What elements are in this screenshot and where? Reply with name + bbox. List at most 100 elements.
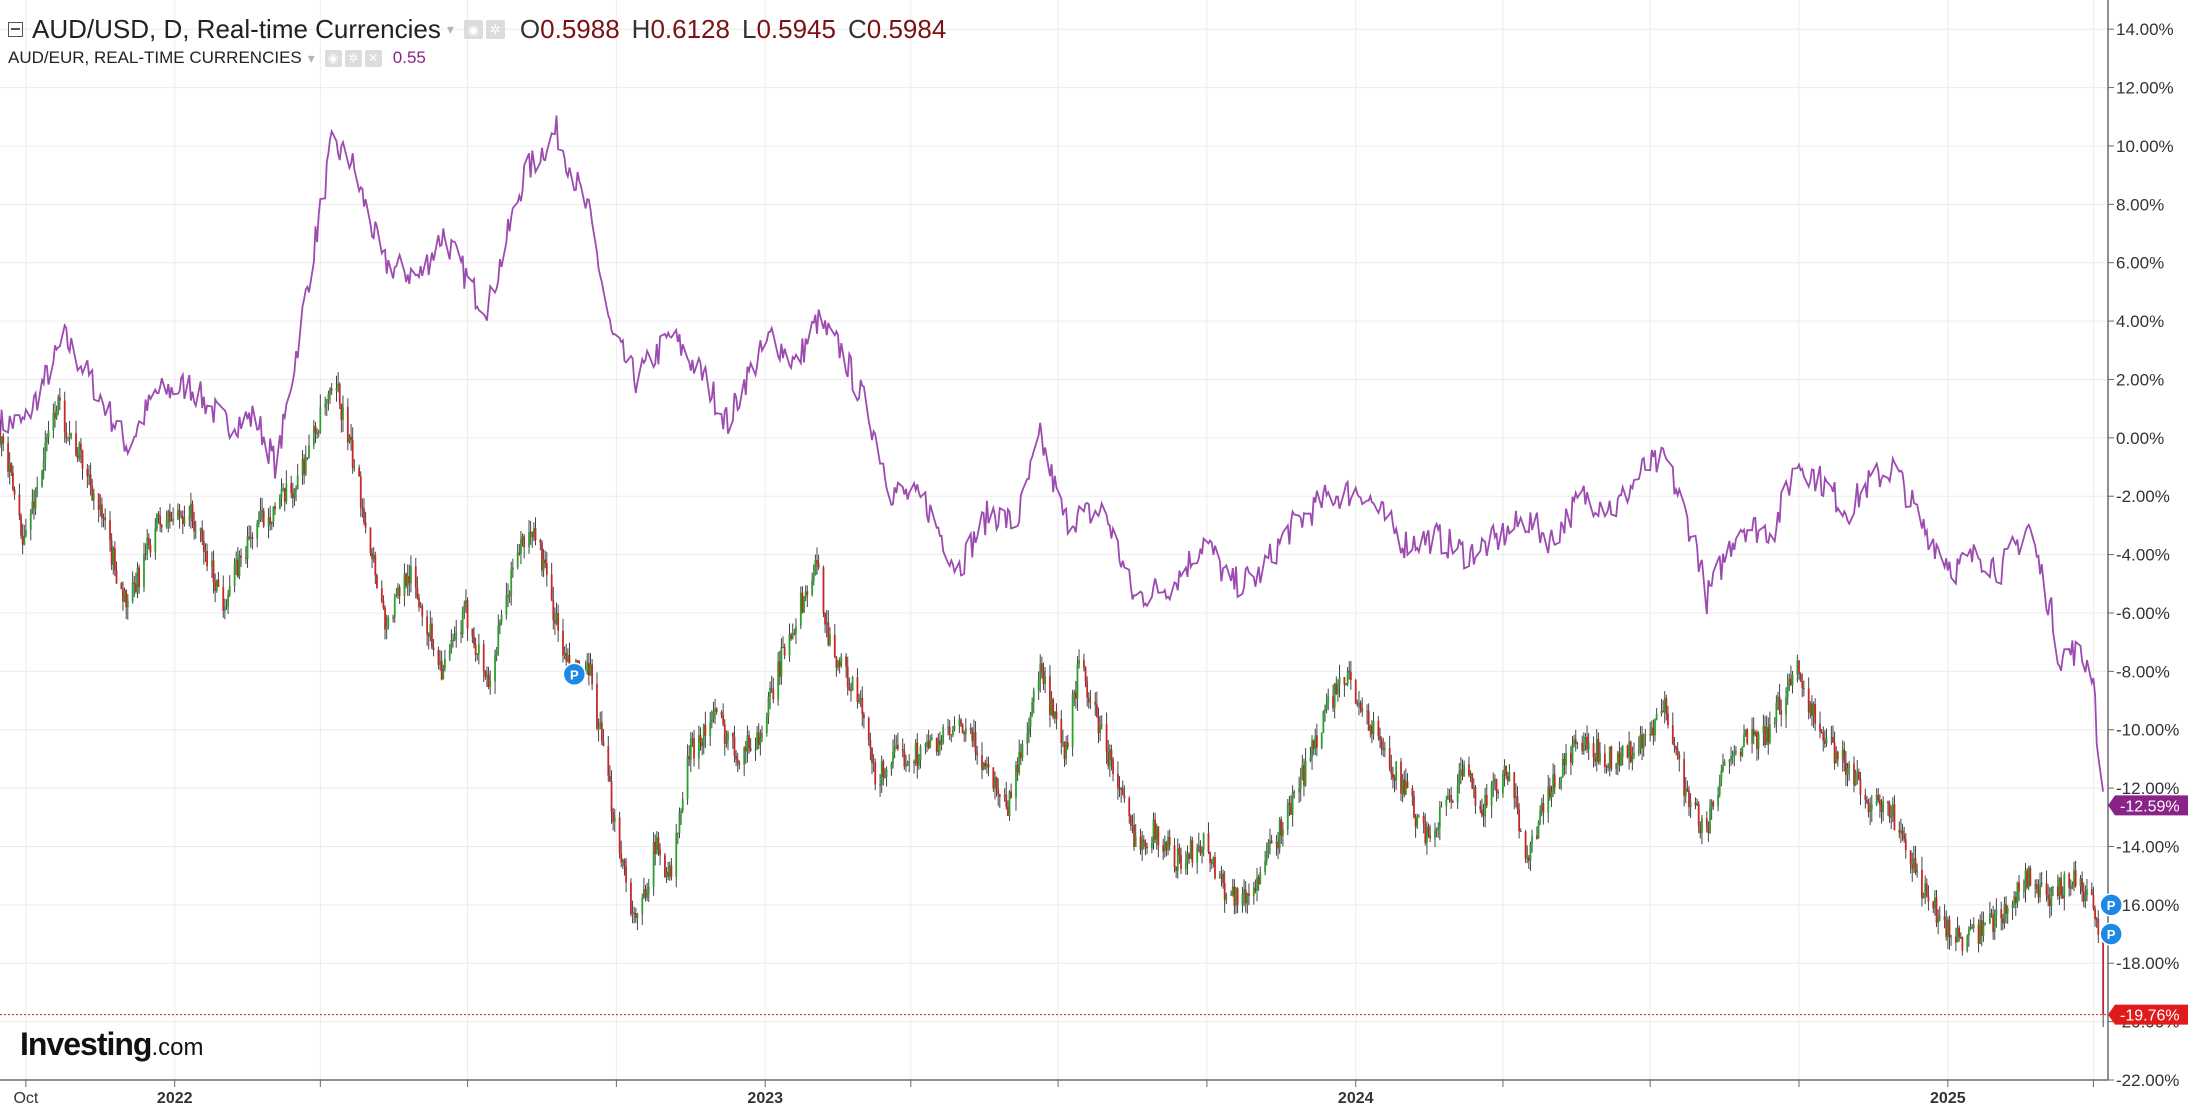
candle-body [2035, 884, 2038, 890]
candle-body [1569, 752, 1572, 763]
candle-body [1825, 737, 1828, 744]
candle-body [201, 528, 204, 541]
candle-body [827, 622, 830, 646]
candle-body [837, 661, 839, 668]
candle-body [217, 579, 220, 587]
candle-body [1474, 786, 1477, 806]
candle-body [1459, 769, 1462, 772]
candle-body [68, 433, 71, 438]
candle-body [812, 574, 815, 581]
y-tick-label: 6.00% [2116, 254, 2164, 273]
candle-body [1536, 835, 1538, 839]
candle-body [10, 463, 13, 473]
candle-body [2001, 918, 2004, 924]
candle-body [159, 516, 162, 526]
candle-body [642, 889, 645, 899]
y-tick-label: -22.00% [2116, 1071, 2179, 1090]
minus-square-icon[interactable] [8, 22, 23, 37]
candle-body [126, 601, 129, 608]
candle-body [86, 468, 89, 477]
candle-body [521, 536, 524, 540]
series-title[interactable]: AUD/USD, D, Real-time Currencies [32, 14, 441, 44]
candle-body [1165, 842, 1168, 851]
candle-body [131, 582, 134, 602]
candle-body [385, 626, 388, 630]
candle-body [1731, 755, 1734, 757]
candle-body [1089, 701, 1092, 703]
candle-body [1911, 864, 1914, 869]
candle-body [1083, 659, 1085, 668]
candle-body [168, 511, 171, 522]
candle-body [1743, 734, 1745, 748]
candle-body [2, 436, 5, 444]
candle-body [170, 519, 173, 522]
candle-body [1361, 708, 1364, 712]
candle-body [676, 832, 679, 834]
gear-icon[interactable]: ✲ [485, 20, 505, 39]
candle-body [824, 613, 826, 625]
candle-body [1311, 740, 1313, 758]
candle-body [1110, 749, 1113, 760]
candle-body [1652, 727, 1655, 736]
candle-body [2071, 884, 2074, 888]
event-marker[interactable] [562, 662, 587, 687]
candle-body [335, 388, 338, 391]
candle-body [1298, 788, 1300, 793]
candle-body [1168, 836, 1171, 846]
candle-body [1422, 815, 1425, 824]
candle-body [1015, 764, 1017, 798]
chevron-down-icon[interactable]: ▾ [446, 21, 454, 37]
candle-body [1683, 759, 1686, 796]
event-marker[interactable] [2099, 893, 2123, 917]
candle-body [1618, 752, 1621, 766]
candle-body [206, 551, 208, 567]
candle-body [246, 536, 249, 559]
candle-body [1857, 771, 1860, 780]
candle-body [1286, 802, 1289, 830]
candle-body [714, 708, 716, 712]
low-value: 0.5945 [756, 14, 836, 44]
comparison-title[interactable]: AUD/EUR, REAL-TIME CURRENCIES [8, 48, 302, 67]
investing-logo[interactable]: Investing.com [20, 1026, 203, 1063]
candle-body [1304, 761, 1307, 786]
chevron-down-icon[interactable]: ▾ [307, 49, 315, 66]
candle-body [342, 406, 344, 420]
eye-icon[interactable]: ◉ [324, 49, 342, 67]
candle-body [1401, 779, 1404, 794]
candle-body [518, 552, 521, 554]
candle-body [52, 412, 55, 431]
gear-icon[interactable]: ✲ [344, 49, 362, 67]
candle-body [532, 528, 535, 538]
candle-body [1176, 848, 1179, 871]
candle-body [1594, 757, 1597, 762]
candle-body [42, 459, 45, 471]
candle-body [2027, 867, 2030, 888]
candle-body [12, 472, 14, 490]
candle-body [1539, 810, 1542, 823]
candle-body [1142, 839, 1145, 842]
candle-body [466, 600, 469, 629]
candle-body [937, 740, 940, 753]
candle-body [1924, 883, 1927, 895]
candle-body [1435, 828, 1438, 831]
candle-body [499, 622, 501, 627]
candle-body [686, 756, 689, 799]
candle-body [1890, 816, 1893, 818]
candle-body [92, 493, 95, 501]
eye-icon[interactable]: ◉ [463, 20, 483, 39]
candle-body [657, 837, 660, 850]
candle-body [757, 732, 760, 745]
candle-body [440, 660, 443, 680]
candle-body [1320, 732, 1323, 748]
candle-body [1694, 802, 1697, 806]
candle-body [1049, 676, 1051, 716]
candle-body [879, 784, 881, 786]
candle-body [678, 812, 681, 833]
event-marker[interactable] [2099, 922, 2123, 946]
candle-body [1395, 761, 1398, 781]
candle-body [1526, 857, 1529, 859]
candle-body [1576, 742, 1579, 744]
close-icon[interactable]: ✕ [364, 49, 382, 67]
candle-body [178, 509, 181, 516]
